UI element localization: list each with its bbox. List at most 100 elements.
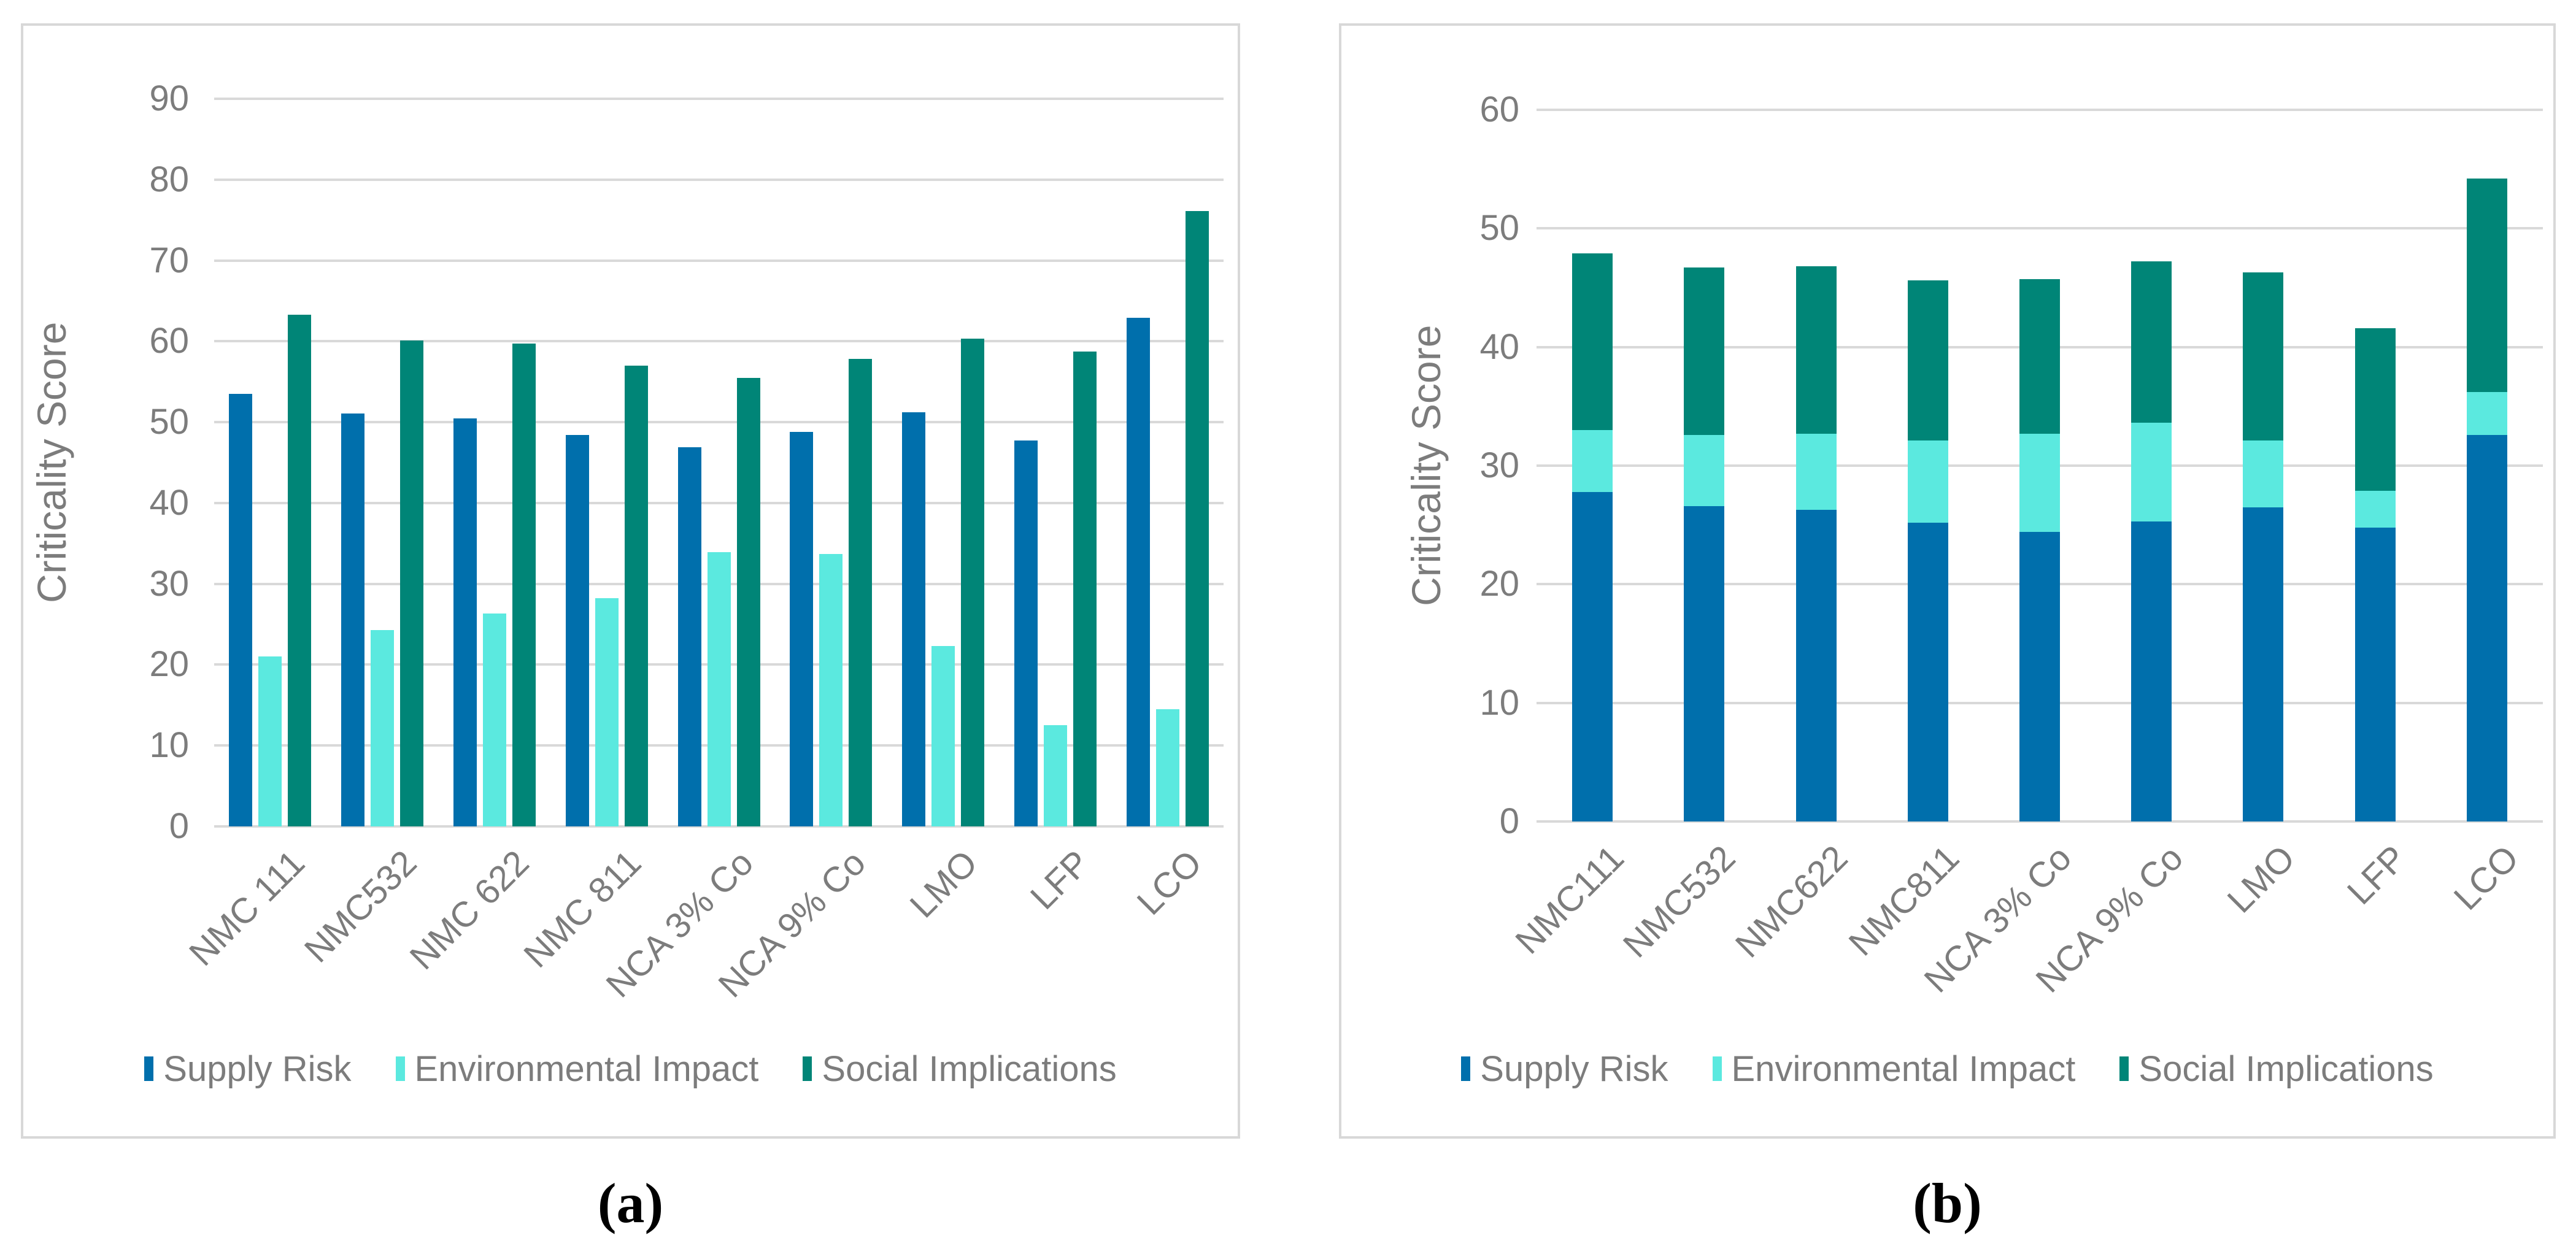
bar-segment-supply-risk-lfp	[2354, 527, 2396, 821]
bar-social-implications-lco	[1185, 211, 1209, 826]
y-tick-label-20: 20	[1479, 564, 1519, 604]
gridline-0	[1537, 820, 2543, 823]
bar-environmental-impact-nca-3-co	[707, 552, 731, 826]
bar-segment-environmental-impact-nca-9-co	[2131, 423, 2172, 521]
bar-segment-environmental-impact-nmc111	[1572, 430, 1613, 492]
bar-segment-social-implications-nmc811	[1907, 280, 1948, 441]
bar-supply-risk-nca-3-co	[677, 447, 701, 826]
y-tick-label-60: 60	[1479, 90, 1519, 129]
bar-segment-environmental-impact-nmc622	[1795, 433, 1837, 510]
legend-item-social-implications: Social Implications	[2119, 1048, 2434, 1090]
y-tick-label-40: 40	[1479, 326, 1519, 367]
legend-label-environmental-impact: Environmental Impact	[1731, 1048, 2076, 1089]
bar-segment-social-implications-nmc532	[1684, 267, 1725, 435]
chart-panel-a: Criticality Score 0 10 20 30 40 50 60 70 80 90 NMC…	[21, 23, 1240, 1139]
legend-item-environmental-impact: Environmental Impact	[1712, 1048, 2076, 1090]
legend-label-social-implications: Social Implications	[822, 1048, 1117, 1089]
legend-swatch-environmental-impact-icon	[395, 1056, 405, 1081]
bar-supply-risk-lco	[1126, 318, 1150, 826]
bar-segment-supply-risk-lco	[2466, 434, 2507, 821]
bar-environmental-impact-nmc-622	[482, 614, 506, 826]
gridline-80	[214, 178, 1224, 181]
bar-environmental-impact-nmc532	[371, 629, 395, 826]
bar-social-implications-nmc-111	[288, 314, 312, 826]
bar-segment-social-implications-nca-9-co	[2131, 261, 2172, 423]
y-tick-label-70: 70	[149, 240, 189, 280]
bar-segment-social-implications-lmo	[2243, 272, 2284, 441]
x-label-lfp: LFP	[1023, 842, 1098, 917]
bar-segment-supply-risk-nmc622	[1795, 509, 1837, 821]
x-label-nmc111: NMC111	[1508, 837, 1632, 962]
subfigure-caption-b: (b)	[1913, 1172, 1982, 1234]
y-tick-label-10: 10	[1479, 682, 1519, 723]
bar-social-implications-nmc-811	[624, 365, 648, 826]
chart-panel-b: Criticality Score 0 10 20 30 40 50 60 NMC111 NMC…	[1339, 23, 2556, 1139]
legend-item-supply-risk: Supply Risk	[144, 1048, 352, 1090]
y-tick-label-20: 20	[149, 644, 189, 685]
y-tick-label-80: 80	[149, 159, 189, 199]
bar-supply-risk-lmo	[902, 412, 926, 826]
y-tick-label-0: 0	[169, 806, 189, 846]
bar-segment-supply-risk-nca-9-co	[2131, 521, 2172, 821]
y-tick-label-0: 0	[1499, 801, 1519, 841]
legend-swatch-environmental-impact-icon	[1712, 1056, 1722, 1081]
bar-supply-risk-nmc-811	[565, 435, 589, 826]
gridline-50	[214, 421, 1224, 424]
legend-swatch-social-implications-icon	[2119, 1056, 2129, 1081]
bar-segment-supply-risk-nca-3-co	[2019, 532, 2060, 821]
legend: Supply Risk Environmental Impact Social Im…	[23, 1041, 1238, 1096]
bar-supply-risk-nca-9-co	[790, 431, 814, 826]
bar-social-implications-nmc-622	[512, 344, 536, 826]
bar-segment-environmental-impact-lmo	[2243, 440, 2284, 507]
y-tick-label-10: 10	[149, 725, 189, 766]
bar-social-implications-lfp	[1073, 352, 1097, 826]
bar-supply-risk-nmc532	[341, 413, 365, 826]
x-label-lfp: LFP	[2340, 837, 2415, 912]
y-tick-label-90: 90	[149, 79, 189, 118]
bar-social-implications-nca-9-co	[849, 359, 873, 826]
legend-item-social-implications: Social Implications	[803, 1048, 1117, 1090]
x-label-nmc622: NMC622	[1727, 837, 1856, 966]
bar-segment-supply-risk-nmc532	[1684, 506, 1725, 821]
y-tick-label-40: 40	[149, 482, 189, 523]
gridline-90	[214, 98, 1224, 100]
bar-segment-environmental-impact-nmc811	[1907, 440, 1948, 523]
bar-segment-supply-risk-lmo	[2243, 507, 2284, 821]
bar-segment-supply-risk-nmc111	[1572, 491, 1613, 821]
bar-social-implications-nca-3-co	[736, 377, 760, 826]
bar-supply-risk-nmc-111	[229, 393, 253, 826]
bar-environmental-impact-nca-9-co	[819, 553, 843, 826]
legend-label-supply-risk: Supply Risk	[1480, 1048, 1668, 1089]
bar-environmental-impact-nmc-111	[258, 656, 282, 826]
bar-segment-social-implications-nca-3-co	[2019, 279, 2060, 434]
bar-environmental-impact-nmc-811	[595, 598, 619, 826]
bar-segment-social-implications-lfp	[2354, 328, 2396, 491]
gridline-60	[214, 340, 1224, 343]
x-label-nmc-111: NMC 111	[181, 842, 313, 974]
y-tick-label-30: 30	[1479, 445, 1519, 485]
bar-supply-risk-lfp	[1014, 440, 1038, 826]
bar-segment-social-implications-nmc111	[1572, 253, 1613, 430]
legend-item-environmental-impact: Environmental Impact	[395, 1048, 758, 1090]
gridline-40	[214, 501, 1224, 504]
y-tick-label-50: 50	[1479, 208, 1519, 248]
bar-segment-environmental-impact-nca-3-co	[2019, 433, 2060, 533]
legend-swatch-social-implications-icon	[803, 1056, 812, 1081]
x-label-lmo: LMO	[2219, 837, 2303, 921]
x-label-nmc-622: NMC 622	[402, 842, 537, 977]
bar-segment-supply-risk-nmc811	[1907, 522, 1948, 821]
bar-social-implications-lmo	[961, 339, 985, 826]
gridline-70	[214, 259, 1224, 262]
legend-label-supply-risk: Supply Risk	[163, 1048, 352, 1089]
legend-item-supply-risk: Supply Risk	[1461, 1048, 1668, 1090]
legend-label-social-implications: Social Implications	[2138, 1048, 2434, 1089]
gridline-0	[214, 825, 1224, 828]
legend-swatch-supply-risk-icon	[1461, 1056, 1471, 1081]
legend: Supply Risk Environmental Impact Social Im…	[1341, 1041, 2553, 1096]
x-label-lco: LCO	[2446, 837, 2526, 918]
x-label-lco: LCO	[1129, 842, 1210, 923]
plot-area: 0 10 20 30 40 50 60 NMC111 NMC532 NMC622 NMC811 NCA…	[1341, 26, 2553, 1136]
gridline-60	[1537, 109, 2543, 111]
bar-environmental-impact-lmo	[931, 646, 955, 826]
bar-segment-environmental-impact-nmc532	[1684, 434, 1725, 506]
